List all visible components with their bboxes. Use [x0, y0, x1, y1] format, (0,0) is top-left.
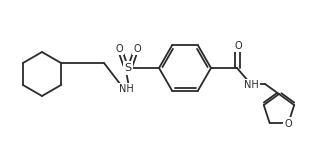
Text: NH: NH — [243, 80, 258, 90]
Text: O: O — [133, 44, 141, 54]
Text: O: O — [234, 41, 242, 51]
Text: O: O — [115, 44, 123, 54]
Text: S: S — [124, 63, 132, 73]
Text: O: O — [284, 119, 292, 129]
Text: NH: NH — [119, 84, 133, 94]
